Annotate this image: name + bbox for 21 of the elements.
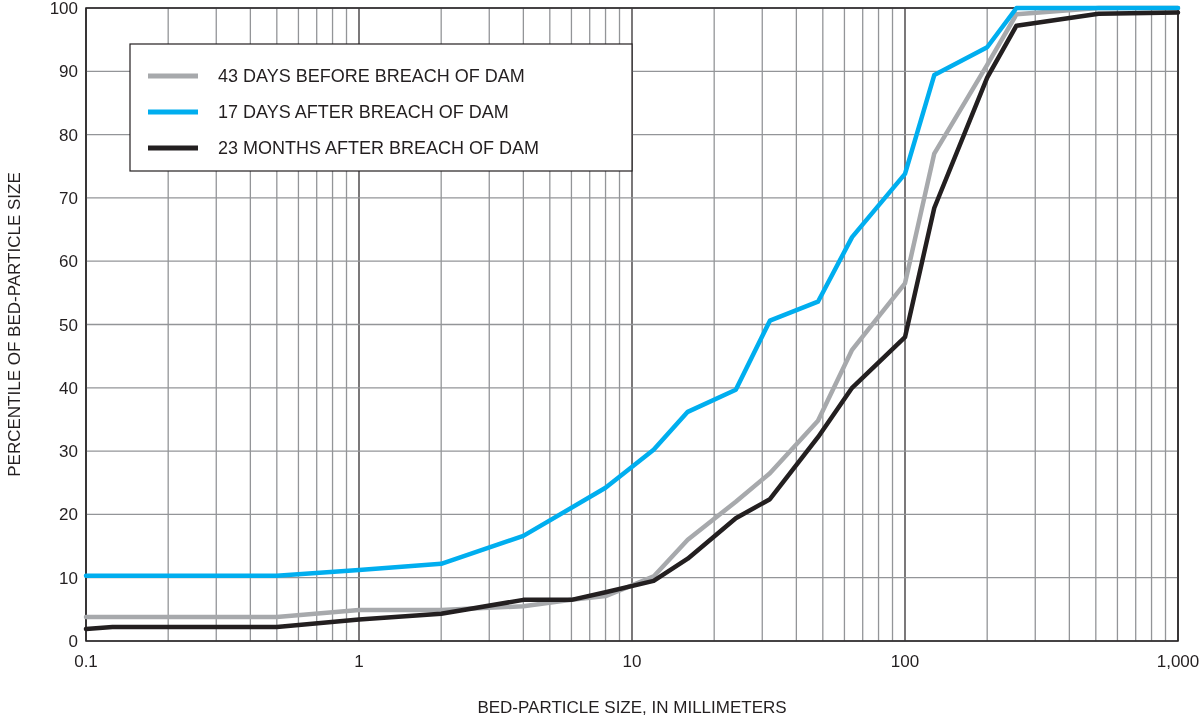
- y-axis-title: PERCENTILE OF BED-PARTICLE SIZE: [5, 172, 24, 477]
- y-tick-label: 40: [59, 378, 78, 398]
- y-tick-label: 30: [59, 442, 78, 462]
- x-tick-label: 1,000: [1156, 652, 1200, 671]
- legend-label: 23 MONTHS AFTER BREACH OF DAM: [218, 138, 540, 158]
- y-tick-label: 100: [49, 0, 78, 18]
- x-tick-label: 100: [890, 652, 920, 671]
- y-tick-label: 60: [59, 252, 78, 272]
- x-tick-label: 10: [622, 652, 642, 671]
- legend-label: 43 DAYS BEFORE BREACH OF DAM: [218, 66, 525, 86]
- y-tick-label: 20: [59, 505, 78, 525]
- y-tick-label: 70: [59, 188, 78, 208]
- y-tick-label: 80: [59, 125, 78, 145]
- y-tick-label: 0: [68, 632, 78, 651]
- legend-label: 17 DAYS AFTER BREACH OF DAM: [218, 102, 509, 122]
- y-tick-label: 90: [59, 62, 78, 82]
- x-axis-title: BED-PARTICLE SIZE, IN MILLIMETERS: [477, 698, 787, 717]
- y-tick-label: 50: [59, 315, 78, 335]
- x-tick-label: 0.1: [74, 652, 98, 671]
- y-tick-label: 10: [59, 568, 78, 588]
- x-tick-label: 1: [354, 652, 364, 671]
